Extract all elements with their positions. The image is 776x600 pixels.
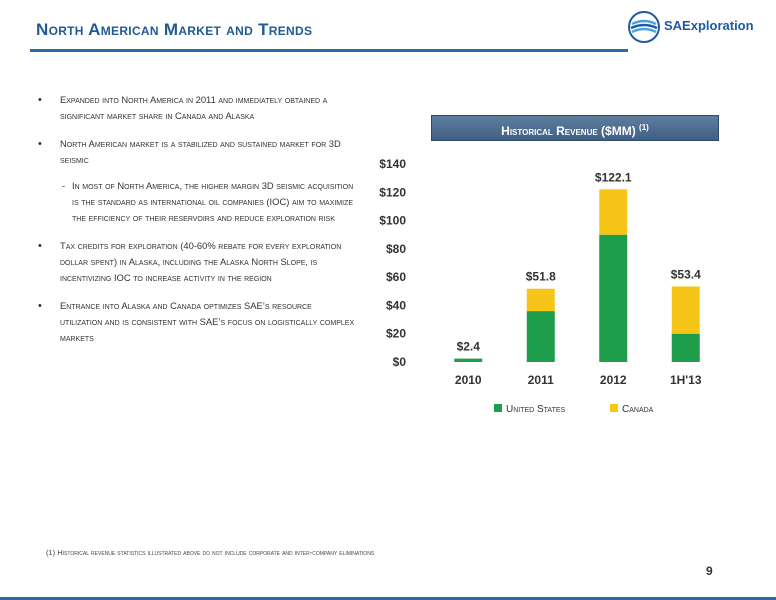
y-tick-label: $0 — [393, 355, 407, 369]
y-tick-label: $100 — [379, 214, 406, 228]
bullet-item: • North American market is a stabilized a… — [38, 138, 341, 165]
chart-title-banner: Historical Revenue ($MM) (1) — [431, 115, 719, 141]
chart-title: Historical Revenue ($MM) — [501, 124, 636, 138]
x-tick-label: 2010 — [455, 373, 482, 387]
bar-united-states — [671, 333, 700, 362]
bar-total-label: $2.4 — [457, 340, 481, 354]
bottom-divider — [0, 597, 776, 600]
bar-total-label: $51.8 — [526, 270, 556, 284]
legend-swatch — [494, 404, 502, 412]
page-title: North American Market and Trends — [36, 20, 313, 39]
bullet-text: Expanded into North America in 2011 and … — [60, 94, 328, 121]
bar-canada — [671, 286, 700, 334]
y-tick-label: $20 — [386, 327, 406, 341]
y-tick-label: $80 — [386, 242, 406, 256]
legend-label: Canada — [622, 404, 654, 415]
logo-swoosh-icon — [628, 11, 660, 43]
bullet-item: • Tax credits for exploration (40-60% reb… — [38, 240, 342, 283]
y-tick-label: $140 — [379, 157, 406, 171]
bar-united-states — [599, 234, 628, 362]
title-divider — [30, 49, 628, 52]
sub-bullet-text: In most of North America, the higher mar… — [72, 180, 354, 223]
page-number: 9 — [706, 564, 713, 578]
x-tick-label: 2012 — [600, 373, 627, 387]
bullet-list: • Expanded into North America in 2011 and… — [36, 92, 356, 358]
legend-swatch — [610, 404, 618, 412]
bar-canada — [526, 288, 555, 312]
chart-title-note: (1) — [639, 123, 649, 132]
footnote: (1) Historical revenue statistics illust… — [46, 548, 375, 557]
bar-total-label: $122.1 — [595, 170, 632, 184]
bullet-text: North American market is a stabilized an… — [60, 138, 341, 165]
y-tick-label: $40 — [386, 298, 406, 312]
bar-total-label: $53.4 — [671, 267, 701, 281]
legend-label: United States — [506, 404, 566, 415]
bullet-item: • Entrance into Alaska and Canada optimiz… — [38, 300, 355, 343]
bullet-text: Entrance into Alaska and Canada optimize… — [60, 300, 355, 343]
sub-bullet-item: - In most of North America, the higher ma… — [62, 180, 354, 223]
x-tick-label: 2011 — [528, 373, 554, 387]
bullet-text: Tax credits for exploration (40-60% reba… — [60, 240, 342, 283]
y-tick-label: $120 — [379, 185, 406, 199]
bar-united-states — [526, 311, 555, 362]
x-tick-label: 1H'13 — [670, 373, 702, 387]
revenue-chart: $0 $20 $40 $60 $80 $100 $120 $140 $2.4 2010 $51.8 2… — [379, 157, 702, 415]
bar-united-states — [454, 358, 483, 362]
bar-canada — [599, 189, 628, 235]
y-tick-label: $60 — [386, 270, 406, 284]
bullet-item: • Expanded into North America in 2011 and… — [38, 94, 328, 121]
company-logo: SAExploration — [626, 10, 766, 44]
logo-text: SAExploration — [664, 18, 754, 33]
